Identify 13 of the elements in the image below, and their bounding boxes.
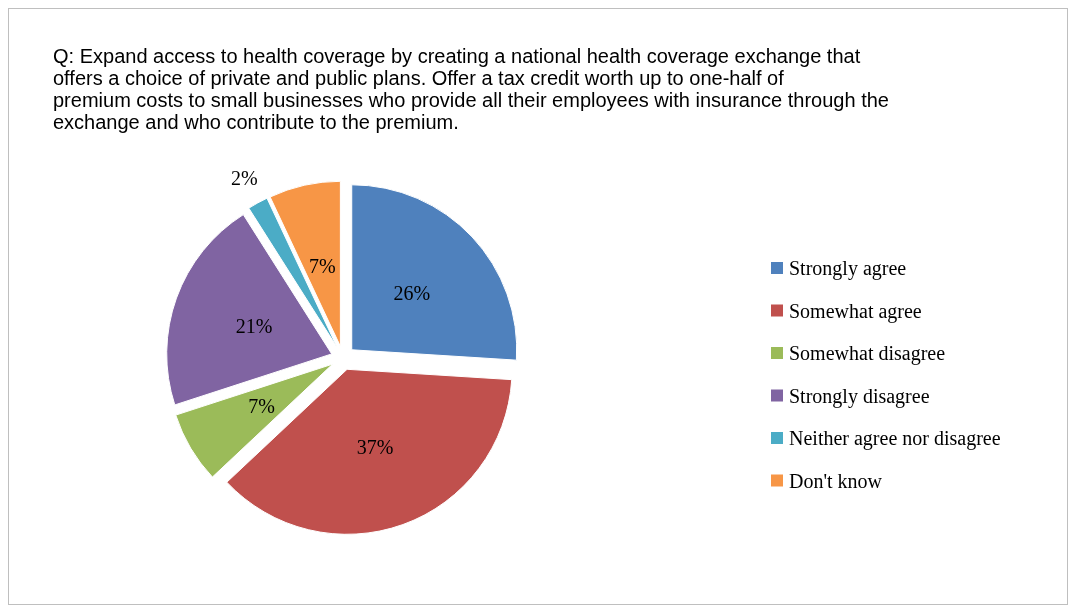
legend-label: Neither agree nor disagree — [789, 427, 1001, 450]
legend-label: Strongly disagree — [789, 384, 930, 408]
legend-label: Don't know — [789, 469, 883, 492]
legend-label: Somewhat disagree — [789, 342, 946, 365]
data-label: 21% — [235, 314, 273, 337]
data-label: 37% — [356, 435, 394, 458]
data-label: 7% — [309, 254, 336, 277]
chart-title: Q: Expand access to health coverage by creating a national health coverage exchange that offers a choice of private and public plans. Offer a tax credit worth up to one-half of premium costs to small businesses who provide all their employees with insurance through the exchange and who contribute to the premium. — [53, 45, 889, 133]
legend-label: Strongly agree — [789, 257, 907, 280]
data-label: 26% — [393, 282, 431, 305]
legend-label: Somewhat agree — [789, 299, 922, 323]
data-label: 2% — [230, 167, 258, 190]
data-label: 7% — [248, 395, 275, 418]
